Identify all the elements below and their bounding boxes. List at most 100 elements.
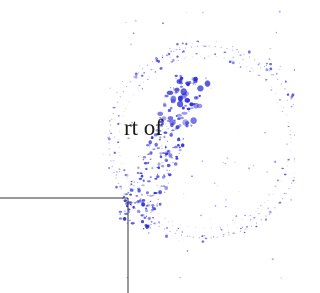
ink-speck	[187, 250, 189, 252]
ink-speck	[244, 215, 245, 216]
ink-speck	[185, 56, 186, 57]
ink-speck	[143, 72, 145, 74]
ink-speck	[154, 192, 158, 194]
ink-speck	[175, 128, 178, 130]
ink-speck	[201, 235, 203, 237]
ink-speck	[266, 65, 267, 66]
ink-speck	[124, 199, 127, 202]
ink-speck	[154, 208, 155, 209]
ink-speck	[179, 240, 180, 241]
ink-speck	[169, 170, 170, 171]
ink-speck	[228, 232, 229, 233]
ink-speck	[280, 66, 281, 67]
ink-speck	[172, 162, 173, 163]
ink-speck	[268, 194, 269, 195]
ink-speck	[277, 103, 278, 104]
ink-speck	[250, 219, 251, 220]
ink-speck	[249, 71, 250, 72]
ink-speck	[148, 232, 149, 233]
ink-speck	[287, 159, 289, 161]
ink-speck	[160, 154, 162, 156]
ink-speck	[169, 153, 173, 157]
ink-speck	[179, 149, 182, 151]
ink-speck	[157, 203, 159, 204]
ink-speck	[123, 169, 125, 171]
ink-speck	[124, 211, 126, 212]
ink-speck	[174, 146, 178, 149]
ink-speck	[181, 143, 184, 147]
ink-speck	[145, 208, 147, 210]
ink-speck	[165, 218, 166, 219]
fragment-text: rt of	[124, 115, 163, 140]
ink-speck	[192, 43, 193, 44]
ink-stamp	[103, 11, 295, 279]
ink-speck	[197, 85, 203, 91]
ink-speck	[170, 107, 173, 110]
ink-speck	[163, 104, 167, 107]
ink-speck	[279, 69, 280, 70]
ink-speck	[170, 87, 171, 88]
ink-speck	[124, 111, 125, 112]
ink-speck	[141, 75, 144, 77]
ink-speck	[232, 220, 233, 221]
ink-speck	[168, 173, 169, 174]
ink-speck	[183, 193, 184, 194]
ink-speck	[290, 134, 291, 135]
ink-speck	[192, 103, 195, 105]
ink-speck	[266, 171, 268, 172]
ink-speck	[131, 181, 133, 183]
ink-speck	[167, 164, 171, 168]
ink-speck	[148, 217, 151, 220]
ink-speck	[291, 96, 293, 99]
ink-speck	[157, 147, 160, 149]
ink-speck	[129, 201, 132, 203]
ink-speck	[180, 117, 184, 120]
ink-speck	[130, 183, 132, 185]
ink-speck	[141, 194, 143, 196]
ink-speck	[117, 141, 119, 143]
ink-speck	[222, 162, 224, 163]
ink-speck	[178, 153, 180, 154]
ink-speck	[176, 43, 179, 45]
ink-speck	[167, 128, 168, 129]
ink-speck	[155, 71, 157, 73]
ink-speck	[225, 163, 227, 164]
ink-speck	[194, 96, 199, 100]
ink-speck	[149, 140, 152, 144]
ink-speck	[162, 176, 165, 179]
ink-speck	[187, 101, 189, 102]
ink-speck	[175, 91, 178, 94]
ink-speck	[150, 176, 152, 178]
ink-speck	[188, 111, 189, 112]
ink-speck	[159, 152, 162, 154]
ink-speck	[175, 158, 178, 160]
ink-speck	[174, 162, 178, 165]
ink-speck	[234, 162, 235, 163]
ink-speck	[147, 79, 149, 80]
ink-speck	[141, 184, 145, 186]
ink-speck	[171, 129, 174, 131]
ink-speck	[166, 227, 168, 229]
ink-speck	[129, 220, 130, 222]
ink-speck	[202, 161, 203, 162]
ink-speck	[168, 53, 170, 55]
ink-speck	[232, 46, 233, 47]
ink-speck	[220, 228, 221, 229]
ink-speck	[235, 215, 237, 217]
ink-speck	[138, 189, 141, 193]
ink-speck	[117, 123, 119, 125]
ink-speck	[269, 59, 271, 60]
ink-speck	[175, 78, 176, 79]
ink-speck	[214, 53, 216, 55]
ink-speck	[242, 59, 243, 60]
ink-speck	[139, 178, 142, 180]
ink-speck	[274, 161, 276, 163]
ink-speck	[141, 214, 144, 216]
ink-speck	[204, 46, 207, 48]
ink-speck	[116, 174, 117, 175]
ink-speck	[119, 213, 121, 214]
ink-speck	[157, 204, 158, 205]
ink-speck	[240, 66, 242, 68]
ink-speck	[181, 112, 187, 115]
ink-speck	[150, 227, 151, 228]
